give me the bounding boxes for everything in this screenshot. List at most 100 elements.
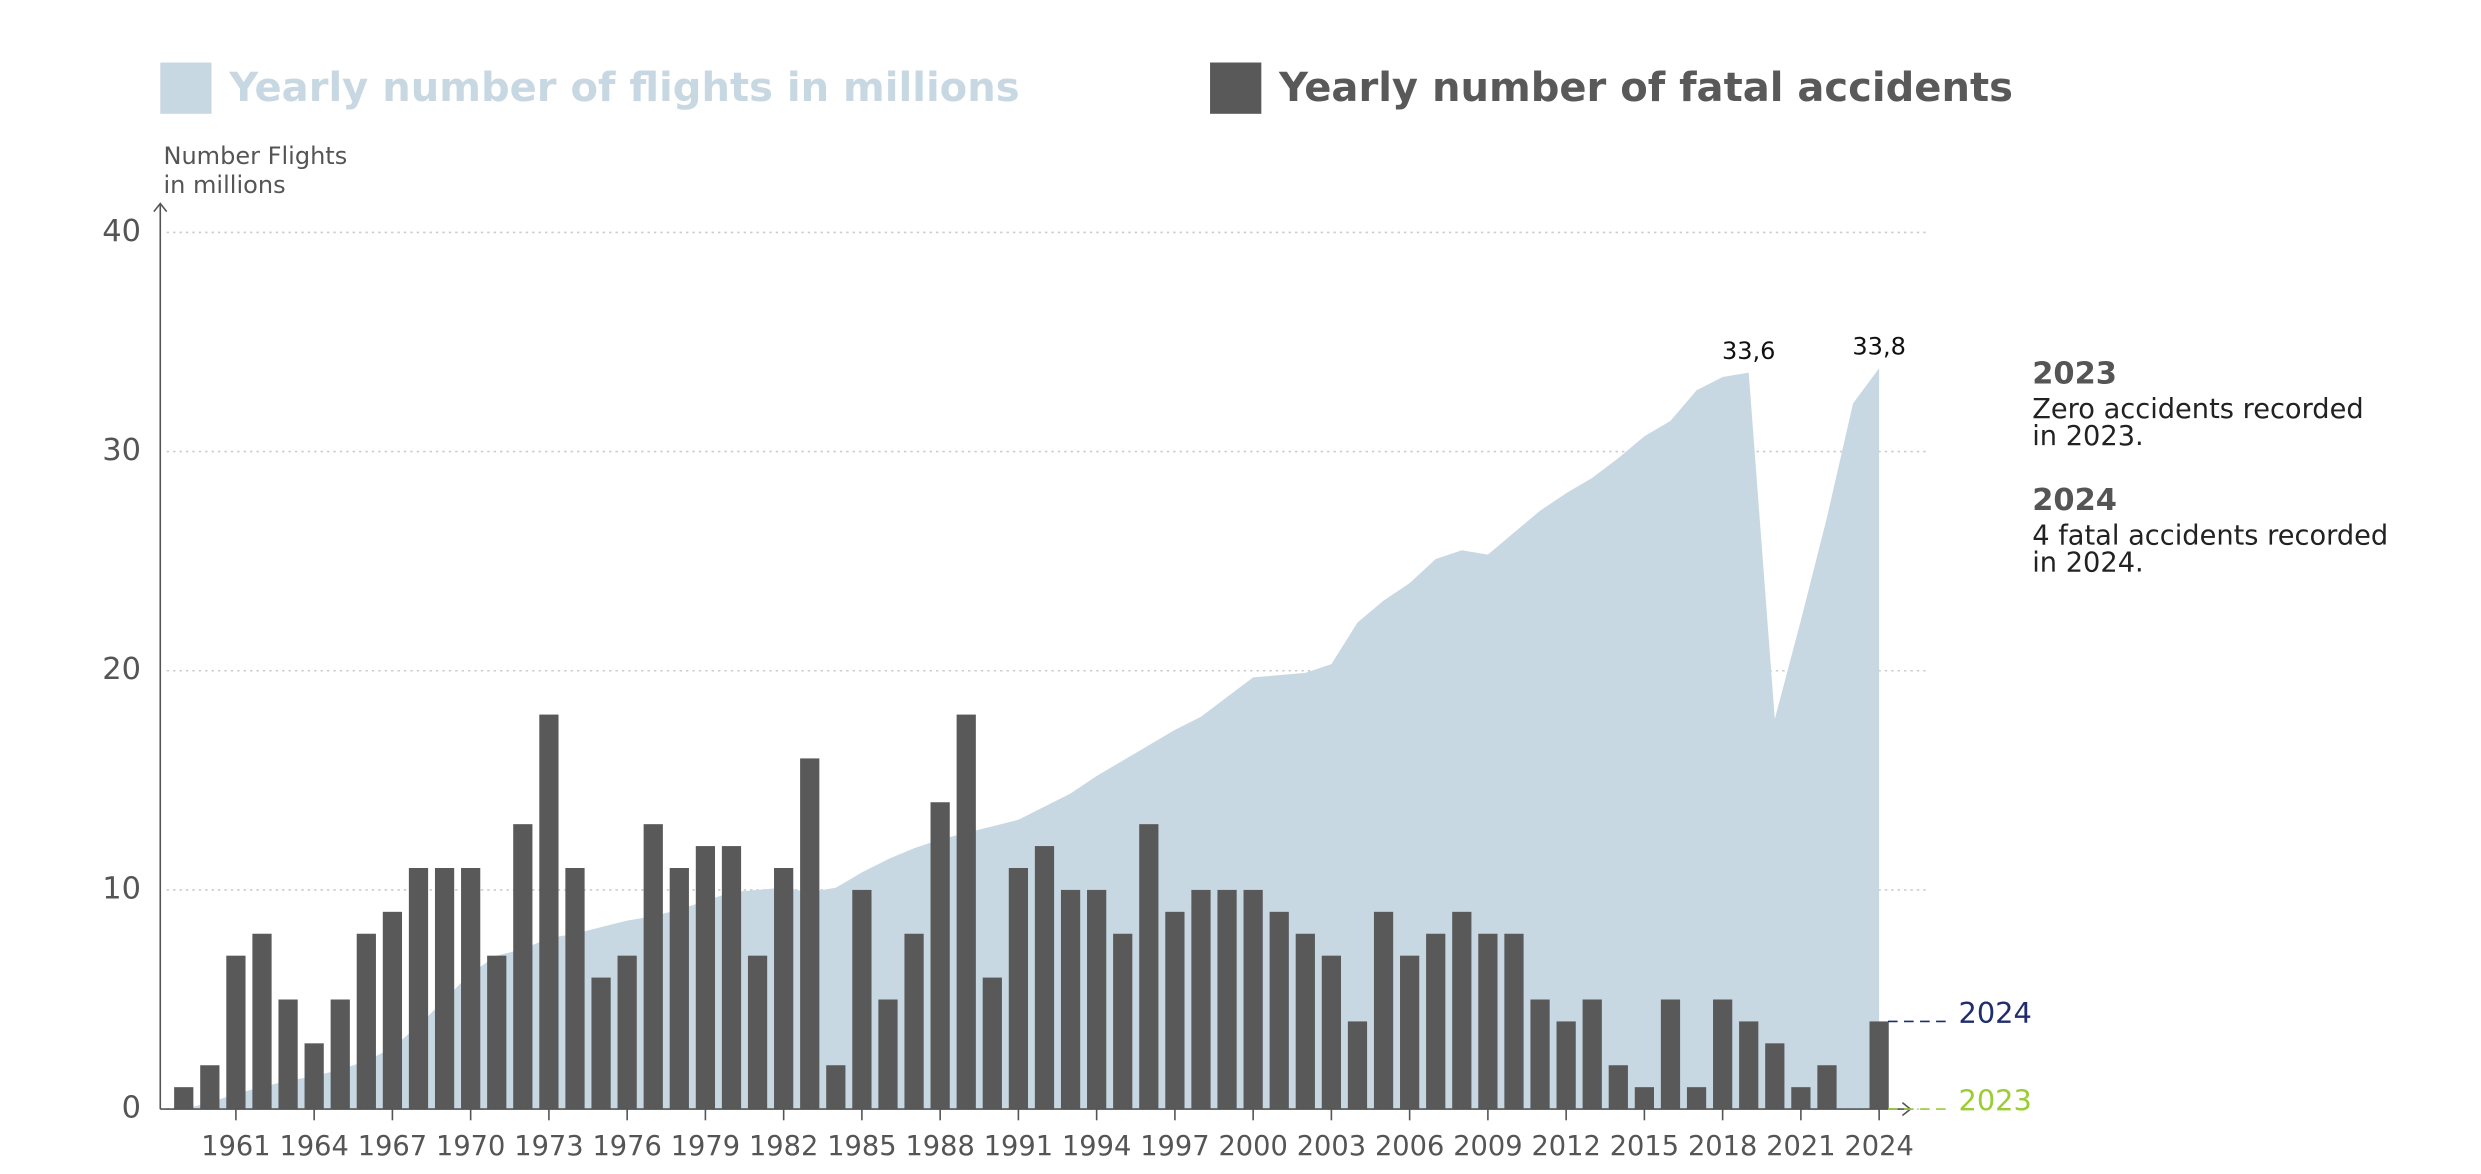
bar (669, 867, 689, 1110)
x-tick-label: 1988 (905, 1131, 974, 1162)
bar (461, 867, 481, 1110)
bar (565, 867, 585, 1110)
bar (1478, 933, 1498, 1110)
bar (487, 955, 507, 1110)
value-label: 33,6 (1722, 337, 1776, 365)
bar (695, 846, 716, 1110)
bar (1660, 999, 1681, 1110)
bar (1060, 889, 1081, 1110)
x-tick-label: 2018 (1688, 1131, 1757, 1162)
x-tick-label: 1964 (280, 1131, 349, 1162)
x-tick-label: 2021 (1766, 1131, 1835, 1162)
bar (1713, 999, 1733, 1110)
bar (539, 714, 559, 1110)
annotation-title: 2024 (2032, 483, 2117, 518)
bar (1087, 889, 1107, 1110)
bar (330, 999, 350, 1110)
y-tick-label: 0 (122, 1091, 141, 1126)
x-tick-label: 2009 (1453, 1131, 1522, 1162)
value-label: 33,8 (1852, 332, 1906, 360)
x-tick-label: 1973 (514, 1131, 583, 1162)
x-tick-label: 1994 (1062, 1131, 1131, 1162)
bar (1817, 1065, 1837, 1110)
bar (1686, 1087, 1707, 1110)
bar (982, 977, 1002, 1110)
bar (278, 999, 298, 1110)
bar (304, 1043, 324, 1110)
legend-label: Yearly number of flights in millions (228, 65, 1019, 111)
bar (826, 1065, 846, 1110)
y-axis-label: Number Flights (163, 142, 347, 170)
bar (1504, 933, 1524, 1110)
bar (174, 1087, 194, 1110)
bar (434, 867, 455, 1110)
bar (1295, 933, 1315, 1110)
bar (1869, 1021, 1889, 1110)
bar (1243, 889, 1263, 1110)
bar (1217, 889, 1237, 1110)
bar (852, 889, 872, 1110)
annotation-title: 2023 (2032, 357, 2117, 392)
bar (956, 714, 976, 1110)
annotation-text: 4 fatal accidents recorded (2032, 520, 2388, 551)
bar (747, 955, 768, 1110)
x-tick-label: 1970 (436, 1131, 505, 1162)
x-tick-label: 1961 (201, 1131, 270, 1162)
y-tick-label: 10 (102, 871, 141, 906)
y-tick-label: 40 (102, 214, 141, 249)
bar (1608, 1065, 1628, 1110)
legend-swatch (160, 62, 212, 114)
bar (408, 867, 429, 1110)
bar (226, 955, 246, 1110)
bar (1113, 933, 1133, 1110)
bar (1634, 1087, 1655, 1110)
x-tick-label: 2024 (1844, 1131, 1913, 1162)
end-label: 2024 (1959, 996, 2032, 1030)
bar (1191, 889, 1211, 1110)
bar (800, 758, 820, 1110)
bar (1008, 867, 1029, 1110)
bar (1556, 1021, 1576, 1110)
bar (1139, 824, 1159, 1110)
y-axis-label: in millions (163, 171, 285, 199)
bar (591, 977, 611, 1110)
bar (1034, 846, 1055, 1110)
x-tick-label: 1991 (984, 1131, 1053, 1162)
x-tick-label: 1997 (1140, 1131, 1209, 1162)
bar (1530, 999, 1550, 1110)
bar (930, 802, 950, 1110)
y-tick-label: 30 (102, 433, 141, 468)
x-tick-label: 1979 (671, 1131, 740, 1162)
bar (617, 955, 637, 1110)
y-tick-label: 20 (102, 652, 141, 687)
x-tick-label: 1976 (592, 1131, 661, 1162)
bar (252, 933, 272, 1110)
end-label: 2023 (1959, 1084, 2032, 1118)
bar (721, 846, 742, 1110)
legend-swatch (1210, 62, 1262, 114)
bar (356, 933, 376, 1110)
bar (1791, 1087, 1811, 1110)
bar (643, 824, 663, 1110)
bar (200, 1065, 220, 1110)
bar (1739, 1021, 1759, 1110)
annotation-text: Zero accidents recorded (2032, 394, 2363, 425)
annotation-text: in 2023. (2032, 421, 2143, 452)
bar (1165, 911, 1185, 1110)
x-tick-label: 2000 (1218, 1131, 1287, 1162)
bar (1582, 999, 1602, 1110)
bar (1321, 955, 1342, 1110)
bar (1347, 1021, 1368, 1110)
bar (1269, 911, 1289, 1110)
x-tick-label: 2015 (1610, 1131, 1679, 1162)
x-tick-label: 2012 (1531, 1131, 1600, 1162)
bar (1426, 933, 1446, 1110)
x-tick-label: 2003 (1297, 1131, 1366, 1162)
legend-label: Yearly number of fatal accidents (1278, 65, 2013, 111)
x-tick-label: 1982 (749, 1131, 818, 1162)
bar (1373, 911, 1394, 1110)
bar (1400, 955, 1420, 1110)
x-tick-label: 1967 (358, 1131, 427, 1162)
